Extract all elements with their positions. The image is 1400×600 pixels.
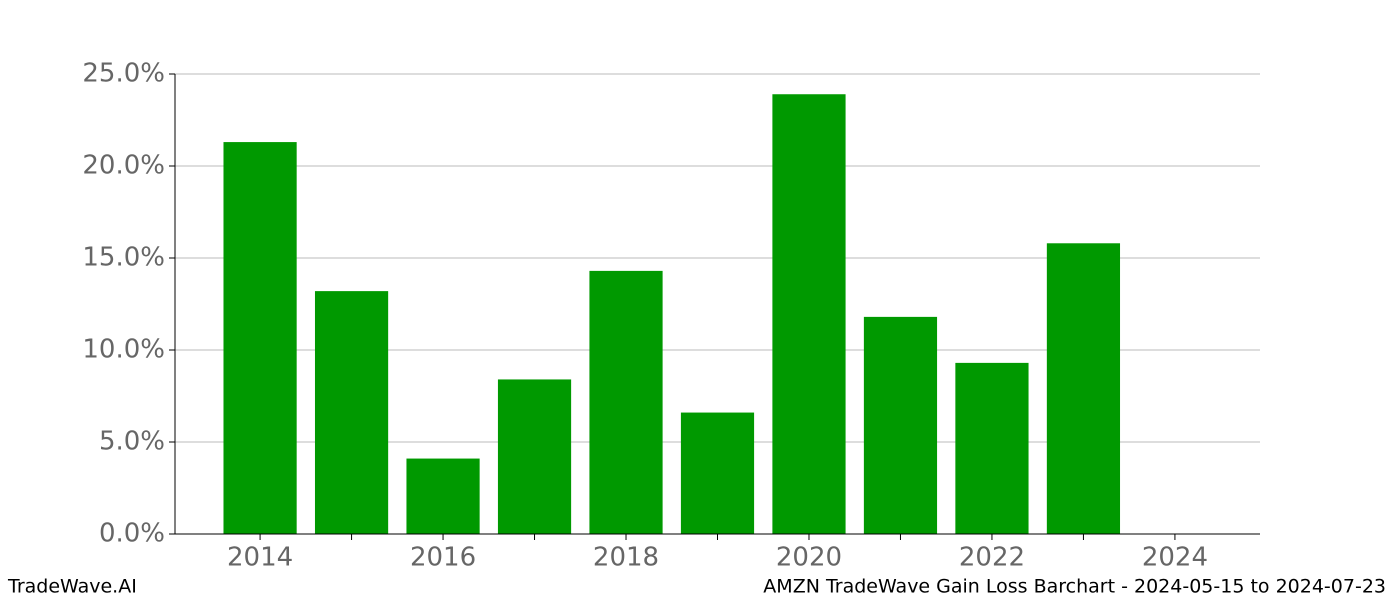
bar	[863, 316, 938, 534]
y-tick-label: 5.0%	[99, 427, 165, 457]
y-tick-label: 25.0%	[82, 59, 165, 89]
bar	[772, 94, 846, 535]
y-tick-label: 10.0%	[82, 335, 165, 365]
bar	[680, 412, 755, 534]
bar	[955, 362, 1029, 534]
x-tick-label: 2016	[410, 543, 476, 573]
x-tick-label: 2022	[959, 543, 1025, 573]
bar	[223, 142, 297, 534]
bar	[497, 379, 572, 534]
x-tick-label: 2024	[1142, 543, 1208, 573]
bar	[314, 291, 389, 534]
bar	[406, 458, 480, 534]
y-tick-label: 15.0%	[82, 243, 165, 273]
y-tick-label: 20.0%	[82, 151, 165, 181]
y-tick-label: 0.0%	[99, 519, 165, 549]
x-tick-label: 2014	[227, 543, 293, 573]
x-tick-label: 2020	[776, 543, 842, 573]
bar	[589, 270, 663, 534]
bar	[1046, 243, 1121, 534]
x-tick-label: 2018	[593, 543, 659, 573]
caption: AMZN TradeWave Gain Loss Barchart - 2024…	[763, 576, 1386, 598]
watermark: TradeWave.AI	[7, 576, 137, 598]
